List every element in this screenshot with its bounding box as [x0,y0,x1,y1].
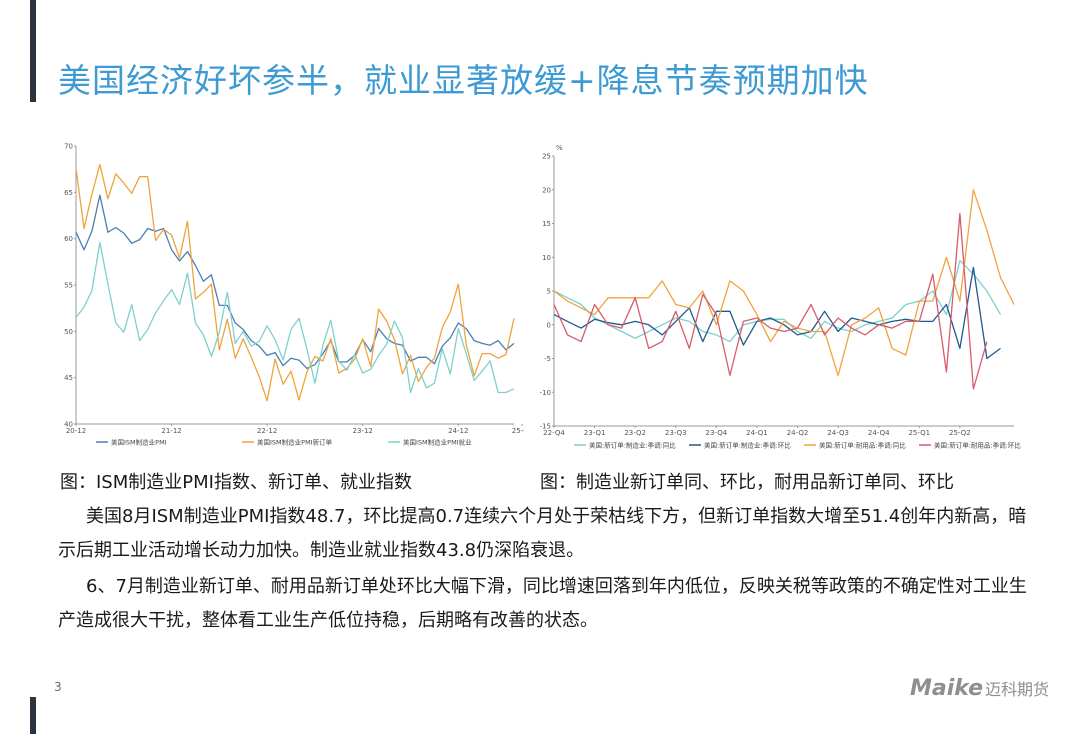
logo-latin: Maike [910,676,984,701]
chart-1-series-line-1 [553,266,1001,360]
chart-0-ytick-label: 60 [64,235,73,243]
pmi-line-chart: 40 45 50 55 60 65 70 20-12 21-12 22-12 23-12 24-12 2… [54,138,524,450]
chart-0-xtick-label: 21-12 [161,427,181,435]
page-number: 3 [54,680,62,694]
chart-1-ytick-label: -10 [540,389,551,397]
chart-right-caption: 图：制造业新订单同、环比，耐用品新订单同、环比 [540,472,954,493]
chart-1-xtick-label: 23-Q4 [706,429,728,437]
chart-0-xtick-label: 20-12 [66,427,86,435]
chart-1-ytick-label: 15 [542,220,551,228]
chart-1-xtick-label: 24-Q3 [827,429,849,437]
chart-1-series-line-2 [553,189,1015,377]
chart-1-xtick-label: 22-Q4 [543,429,565,437]
orders-chart-svg: -15 -10 -5 0 5 10 15 20 25% 22-Q4 23-Q1 23-Q2 23-Q3 2… [540,144,1022,450]
pmi-chart-svg: 40 45 50 55 60 65 70 20-12 21-12 22-12 23-12 24-12 2… [64,143,524,447]
chart-0-ytick-label: 40 [64,421,73,429]
chart-1-ytick-label: 10 [542,254,551,262]
chart-1-ylabel: % [556,144,563,152]
chart-1-legend-label: 美国:新订单:制造业:季调:环比 [704,441,791,450]
chart-1-legend-label: 美国:新订单:制造业:季调:同比 [589,441,676,450]
chart-1-ytick-label: 5 [547,288,551,296]
chart-0-legend-label: 美国ISM制造业PMI就业 [403,438,472,447]
paragraph-orders: 6、7月制造业新订单、耐用品新订单处环比大幅下滑，同比增速回落到年内低位，反映关… [58,576,1027,631]
chart-0-xtick-label: 23-12 [353,427,373,435]
chart-1-legend-label: 美国:新订单:耐用品:季调:环比 [934,441,1021,450]
chart-1-xtick-label: 25-Q1 [908,429,930,437]
chart-0-series-line-0 [75,194,515,370]
chart-1-xtick-label: 23-Q1 [584,429,606,437]
chart-0-legend-label: 美国ISM制造业PMI [111,438,167,447]
chart-1-ytick-label: -5 [544,355,551,363]
logo-chinese: 迈科期货 [985,680,1050,699]
new-orders-line-chart: -15 -10 -5 0 5 10 15 20 25% 22-Q4 23-Q1 23-Q2 23-Q3 2… [534,140,1024,450]
chart-1-ytick-label: 20 [542,186,551,194]
chart-1-ytick-label: 25 [542,153,551,161]
chart-0-ytick-label: 55 [64,282,73,290]
chart-1-xtick-label: 24-Q2 [787,429,809,437]
page-title: 美国经济好坏参半，就业显著放缓+降息节奏预期加快 [58,61,869,100]
chart-1-xtick-label: 23-Q3 [665,429,687,437]
chart-0-ytick-label: 70 [64,143,73,151]
chart-1-legend-label: 美国:新订单:耐用品:季调:同比 [819,441,906,450]
chart-0-series-line-2 [75,241,515,394]
paragraph-pmi: 美国8月ISM制造业PMI指数48.7，环比提高0.7连续六个月处于荣枯线下方，… [58,506,1027,561]
chart-1-ytick-label: 0 [547,321,551,329]
chart-1-xtick-label: 25-Q2 [949,429,971,437]
chart-1-xtick-label: 23-Q2 [624,429,646,437]
chart-0-xtick-label: 24-12 [448,427,468,435]
chart-0-series-line-1 [75,163,515,402]
accent-bar-bottom [30,697,36,734]
chart-0-ytick-label: 45 [64,374,73,382]
chart-0-ytick-label: 50 [64,328,73,336]
chart-0-legend-label: 美国ISM制造业PMI新订单 [257,438,333,447]
chart-left-caption: 图：ISM制造业PMI指数、新订单、就业指数 [60,472,412,493]
chart-0-xtick-label: 25-08 [512,427,524,435]
company-logo: Maike 迈科期货 [910,676,1049,701]
chart-1-xtick-label: 24-Q1 [746,429,768,437]
chart-0-xtick-label: 22-12 [257,427,277,435]
chart-1-series-line-3 [553,212,988,390]
accent-bar-top [30,0,36,102]
chart-1-xtick-label: 24-Q4 [868,429,890,437]
chart-1-ytick-label: -15 [540,423,551,431]
chart-0-ytick-label: 65 [64,189,73,197]
